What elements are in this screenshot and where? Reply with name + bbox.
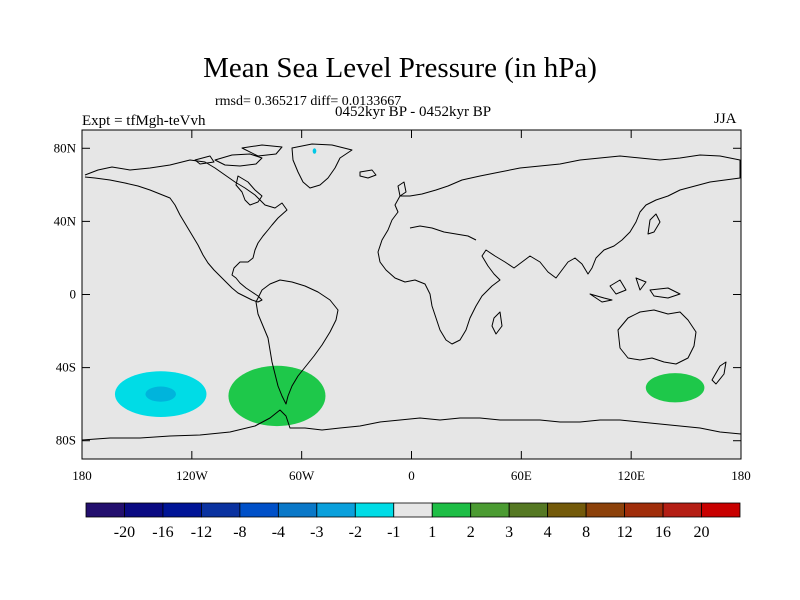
colorbar-label: -12 [191,524,212,541]
colorbar: -20 -16 -12 -8 -4 -3 -2 -1 1 2 3 4 8 12 16 20 [85,502,741,541]
coast-arctic-islands [194,144,283,167]
colorbar-box [624,502,664,518]
anomaly-layer [114,148,705,427]
colorbar-box [585,502,625,518]
colorbar-label: -16 [152,524,173,541]
colorbar-box [701,502,741,518]
colorbar-label: -1 [387,524,400,541]
season-label: JJA [714,111,737,127]
lon-tick-label: 180 [72,468,92,483]
colorbar-label: 8 [582,524,590,541]
anomaly-drake-passage [228,365,326,427]
coast-eurasia-africa [377,154,741,345]
coast-north-america [84,159,288,303]
colorbar-label: 2 [467,524,475,541]
lat-tick-label: 0 [70,287,77,302]
anomaly-south-of-australia [645,373,705,403]
colorbar-box [201,502,241,518]
coast-japan [647,213,661,235]
coast-se-asia-islands [589,277,681,303]
lon-tick-label: 60E [511,468,532,483]
colorbar-box [277,502,318,518]
lon-tick-label: 120W [176,468,209,483]
lon-tick-label: 60W [289,468,315,483]
colorbar-label: 1 [428,524,436,541]
lat-tick-label: 80S [56,433,76,448]
colorbar-box [316,502,356,518]
colorbar-label: -4 [272,524,285,541]
stats-text: rmsd= 0.365217 diff= 0.0133667 [215,94,402,109]
coast-madagascar [491,311,503,335]
colorbar-label: -3 [310,524,323,541]
lat-tick-label: 40S [56,360,76,375]
colorbar-box [124,502,164,518]
colorbar-label: -2 [349,524,362,541]
colorbar-box [85,502,125,518]
colorbar-label: 3 [505,524,513,541]
lon-tick-label: 0 [408,468,415,483]
coastlines [82,143,741,441]
lat-tick-label: 80N [54,140,77,155]
map-plot-area: 80N 40N 0 40S 80S 180 120W 60W 0 60E 120E 180 [54,129,751,483]
colorbar-box [508,502,549,518]
colorbar-label: -8 [233,524,246,541]
coast-south-america [255,279,339,405]
colorbar-box [162,502,202,518]
lon-tick-label: 120E [617,468,645,483]
coast-hudson-bay [235,175,263,206]
chart-title: Mean Sea Level Pressure (in hPa) [203,52,597,84]
colorbar-label: 20 [694,524,710,541]
colorbar-box [470,502,510,518]
experiment-label: Expt = tfMgh-teVvh [82,113,206,129]
coast-new-zealand [711,361,727,385]
lon-tick-label: 180 [731,468,751,483]
coast-britain [397,181,407,197]
colorbar-box [662,502,702,518]
period-text: 0452kyr BP - 0452kyr BP [334,104,492,120]
colorbar-box [431,502,472,518]
axis-ticks: 80N 40N 0 40S 80S 180 120W 60W 0 60E 120E 180 [54,130,751,483]
colorbar-label: 4 [544,524,552,541]
colorbar-label: -20 [114,524,135,541]
coast-iceland [359,169,377,179]
coast-antarctica [82,409,741,441]
colorbar-label: 16 [655,524,671,541]
lat-tick-label: 40N [54,213,77,228]
coast-mediterranean [409,225,477,241]
coast-greenland [291,143,353,189]
colorbar-label: 12 [617,524,633,541]
anomaly-core-south-pacific [145,386,176,402]
coast-australia [617,309,697,365]
colorbar-box [239,502,279,518]
colorbar-box [393,502,433,518]
colorbar-box [354,502,395,518]
colorbar-box [547,502,587,518]
anomaly-greenland [312,148,317,154]
